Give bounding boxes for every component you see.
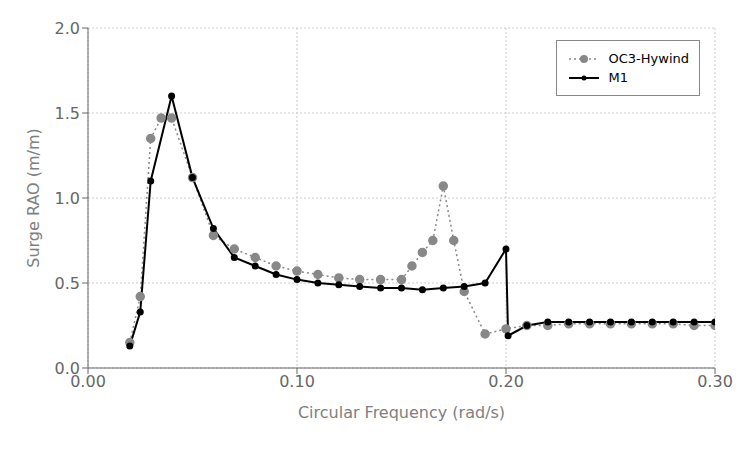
svg-text:2.0: 2.0 — [55, 19, 80, 38]
svg-text:Surge RAO (m/m): Surge RAO (m/m) — [24, 128, 43, 268]
svg-text:1.5: 1.5 — [55, 104, 80, 123]
svg-text:0.20: 0.20 — [488, 372, 524, 391]
html-text:OC3-Hywind: OC3-Hywind — [608, 51, 689, 66]
svg-text:1.0: 1.0 — [55, 189, 80, 208]
html-text:M1: M1 — [608, 70, 628, 85]
svg-text:Circular Frequency (rad/s): Circular Frequency (rad/s) — [298, 403, 505, 422]
svg-text:0.30: 0.30 — [697, 372, 733, 391]
svg-text:0.5: 0.5 — [55, 274, 80, 293]
svg-text:0.10: 0.10 — [279, 372, 315, 391]
svg-text:0.00: 0.00 — [70, 372, 106, 392]
svg-text:0.0: 0.0 — [55, 359, 80, 378]
